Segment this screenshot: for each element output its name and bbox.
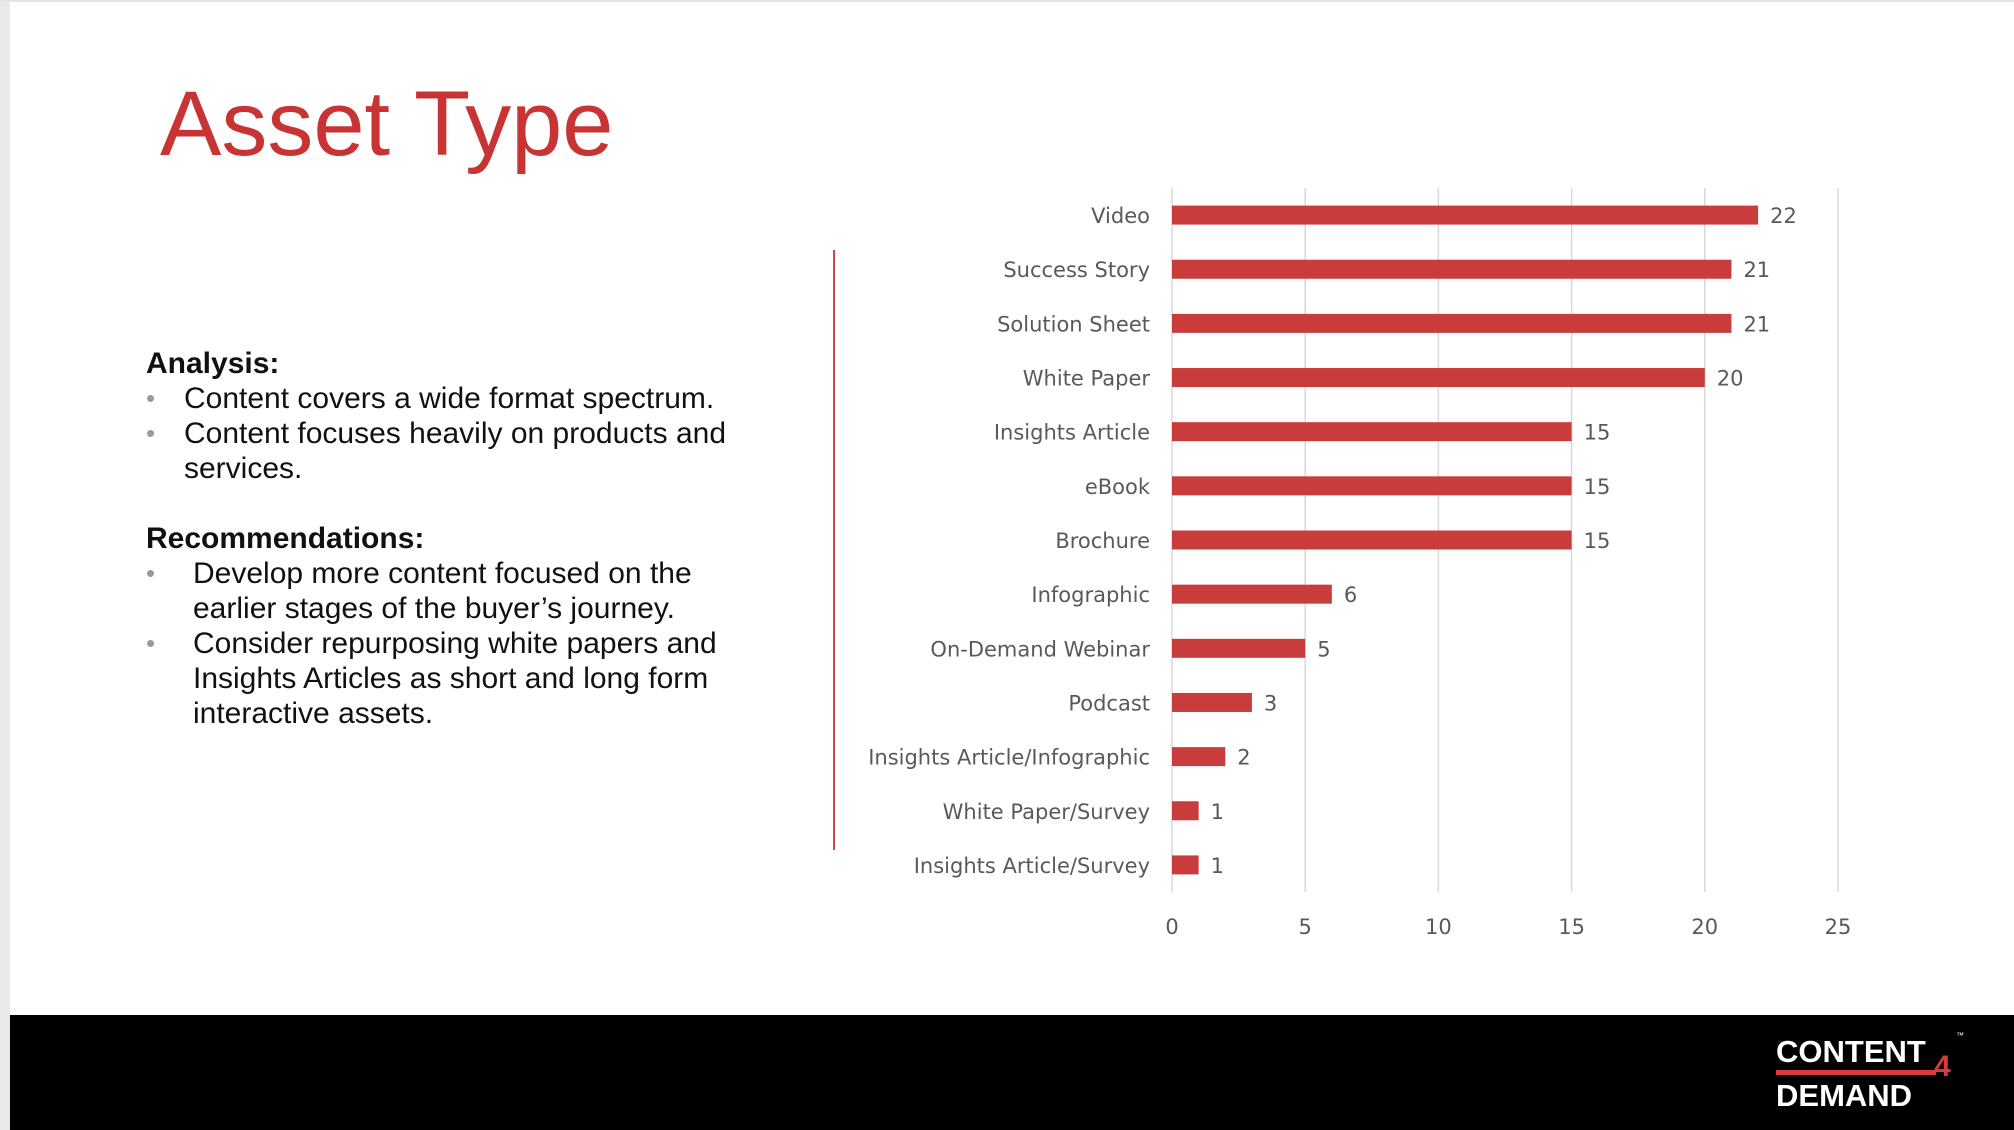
- data-label: 21: [1743, 312, 1770, 336]
- bullet-icon: •: [146, 418, 156, 448]
- x-tick-label: 5: [1299, 915, 1312, 939]
- analysis-list: • Content covers a wide format spectrum. …: [146, 381, 746, 486]
- bar: [1172, 530, 1572, 550]
- logo-underline: [1776, 1070, 1936, 1075]
- bar: [1172, 259, 1732, 279]
- analysis-item-text: Content covers a wide format spectrum.: [184, 382, 715, 415]
- category-label: White Paper: [1023, 367, 1151, 391]
- recommendation-item: • Consider repurposing white papers and I…: [146, 626, 746, 731]
- analysis-heading: Analysis:: [146, 347, 280, 380]
- bar: [1172, 476, 1572, 496]
- category-label: Video: [1091, 204, 1150, 228]
- bar: [1172, 422, 1572, 442]
- data-label: 5: [1317, 637, 1330, 661]
- bar: [1172, 801, 1199, 821]
- recommendation-item-text: Consider repurposing white papers and In…: [193, 627, 717, 730]
- recommendations-list: • Develop more content focused on the ear…: [146, 556, 746, 731]
- content4demand-logo: CONTENT 4 ™ DEMAND: [1776, 1032, 1966, 1112]
- data-label: 15: [1584, 421, 1611, 445]
- bar: [1172, 692, 1252, 712]
- spacer: [146, 486, 746, 521]
- bar: [1172, 584, 1332, 604]
- category-label: eBook: [1085, 475, 1151, 499]
- bullet-icon: •: [146, 383, 156, 413]
- vertical-divider: [833, 250, 835, 850]
- recommendation-item-text: Develop more content focused on the earl…: [193, 557, 692, 625]
- bullet-icon: •: [146, 558, 156, 588]
- category-label: Insights Article: [994, 421, 1150, 445]
- data-label: 21: [1743, 258, 1770, 282]
- slide-top-edge: [0, 0, 2014, 2]
- data-label: 1: [1211, 800, 1224, 824]
- category-label: Insights Article/Survey: [914, 854, 1150, 878]
- recommendation-item: • Develop more content focused on the ear…: [146, 556, 746, 626]
- logo-text-content: CONTENT: [1776, 1034, 1926, 1069]
- data-label: 20: [1717, 367, 1744, 391]
- data-label: 3: [1264, 691, 1277, 715]
- logo-number: 4: [1934, 1050, 1951, 1083]
- data-label: 22: [1770, 204, 1797, 228]
- data-label: 1: [1211, 854, 1224, 878]
- analysis-item: • Content covers a wide format spectrum.: [146, 381, 746, 416]
- category-label: On-Demand Webinar: [930, 637, 1150, 661]
- bullet-icon: •: [146, 628, 156, 658]
- bar: [1172, 638, 1306, 658]
- text-block: Analysis: • Content covers a wide format …: [146, 346, 746, 731]
- footer-bar: [10, 1015, 2014, 1130]
- slide-left-edge: [0, 0, 10, 1130]
- category-label: Podcast: [1068, 691, 1150, 715]
- bar: [1172, 855, 1199, 875]
- category-label: Infographic: [1031, 583, 1150, 607]
- category-label: Insights Article/Infographic: [868, 746, 1150, 770]
- bar: [1172, 313, 1732, 333]
- slide-title: Asset Type: [160, 73, 614, 175]
- x-tick-label: 0: [1165, 915, 1178, 939]
- bar: [1172, 368, 1705, 388]
- logo-text-demand: DEMAND: [1776, 1078, 1913, 1113]
- bar: [1172, 747, 1226, 767]
- category-label: Success Story: [1003, 258, 1150, 282]
- category-label: White Paper/Survey: [943, 800, 1150, 824]
- analysis-item-text: Content focuses heavily on products and …: [184, 417, 727, 485]
- data-label: 2: [1237, 746, 1250, 770]
- x-tick-label: 15: [1558, 915, 1585, 939]
- bar: [1172, 205, 1759, 225]
- x-tick-label: 20: [1691, 915, 1718, 939]
- recommendations-heading: Recommendations:: [146, 522, 425, 555]
- data-label: 15: [1584, 529, 1611, 553]
- data-label: 6: [1344, 583, 1357, 607]
- logo-trademark: ™: [1956, 1031, 1964, 1040]
- analysis-item: • Content focuses heavily on products and…: [146, 416, 746, 486]
- category-label: Brochure: [1055, 529, 1150, 553]
- x-tick-label: 10: [1425, 915, 1452, 939]
- x-tick-label: 25: [1825, 915, 1852, 939]
- data-label: 15: [1584, 475, 1611, 499]
- category-label: Solution Sheet: [997, 312, 1150, 336]
